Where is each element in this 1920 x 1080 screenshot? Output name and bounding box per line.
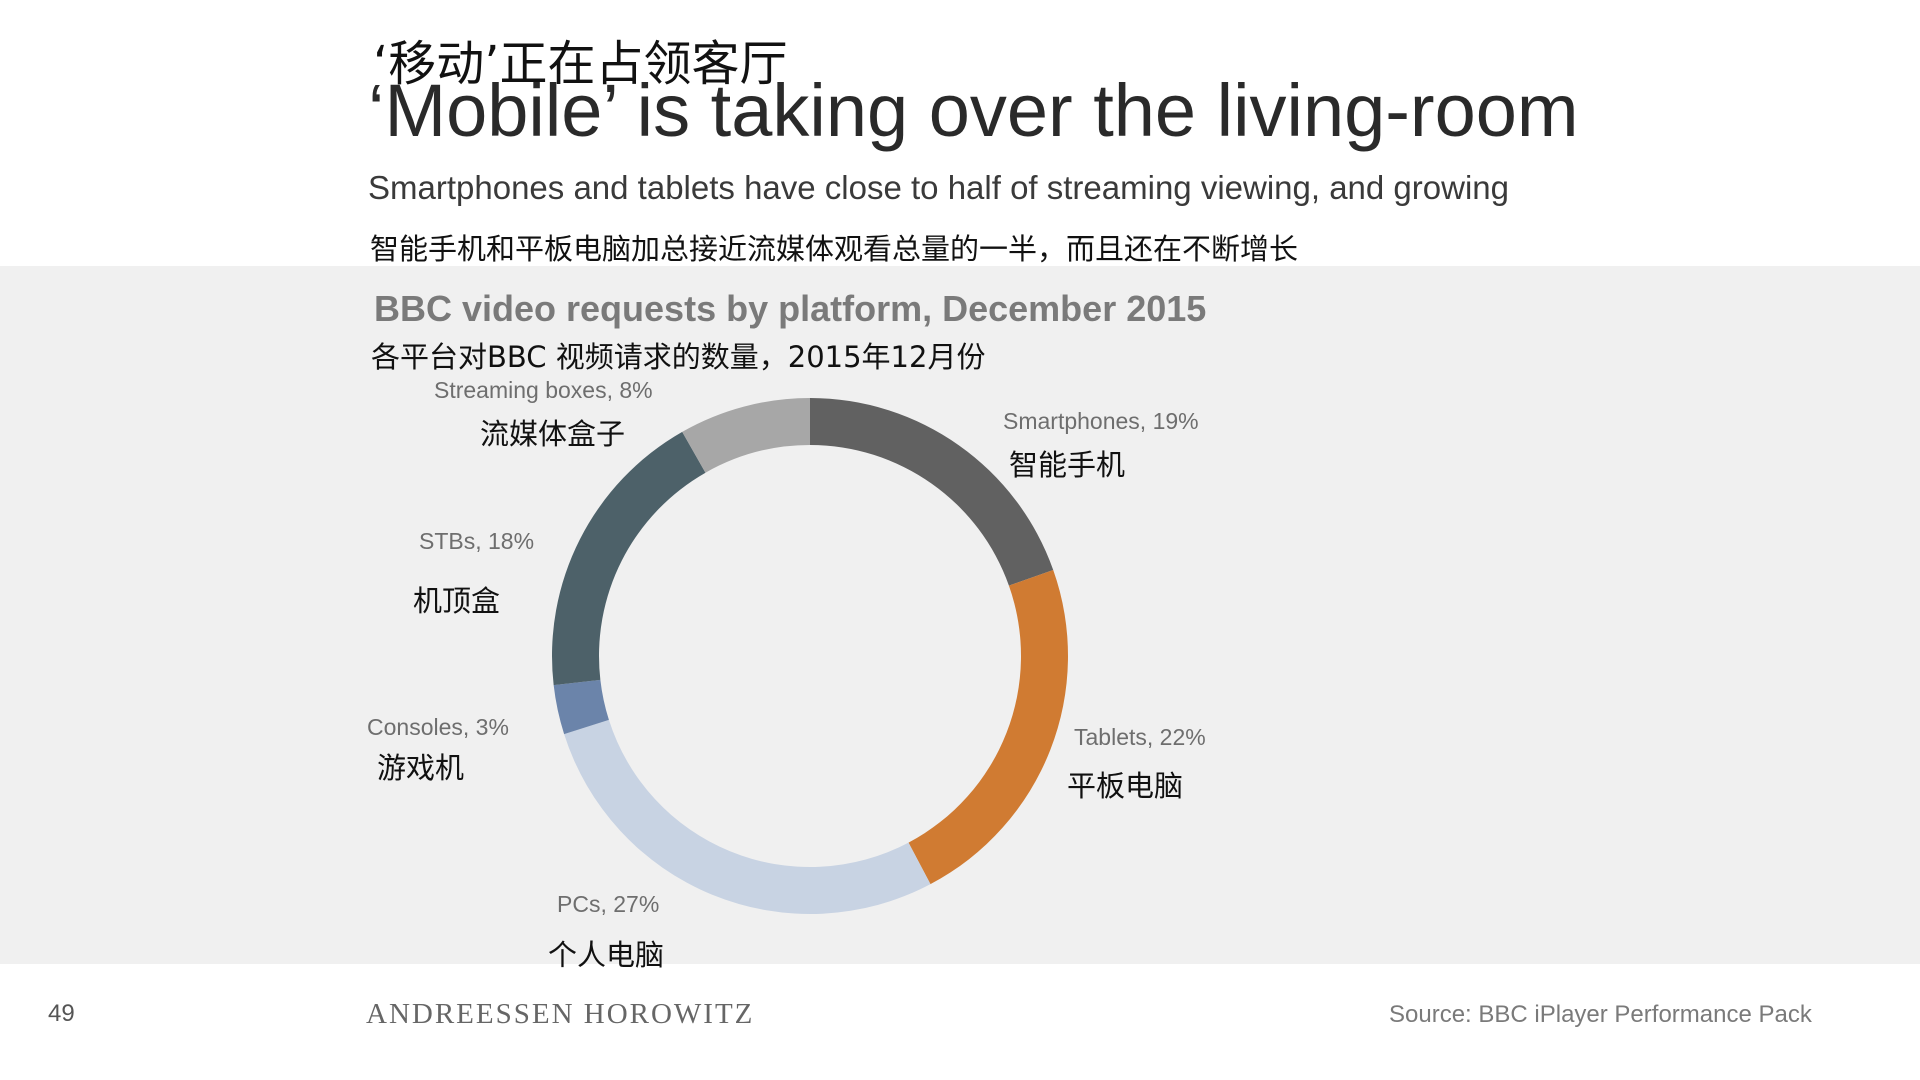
donut-slice-smartphones	[810, 398, 1054, 586]
slice-label-pcs-cn: 个人电脑	[548, 938, 665, 972]
donut-chart	[552, 398, 1068, 914]
slice-label-stbs-cn: 机顶盒	[413, 584, 501, 618]
slice-label-consoles: Consoles, 3%	[367, 714, 509, 740]
slice-label-tablets: Tablets, 22%	[1074, 724, 1206, 750]
donut-slice-tablets	[908, 569, 1068, 885]
slice-label-smartphones-cn: 智能手机	[1009, 448, 1126, 482]
donut-slice-streaming-boxes	[682, 398, 810, 473]
slice-label-streaming-boxes-cn: 流媒体盒子	[480, 417, 626, 451]
slice-label-pcs: PCs, 27%	[557, 891, 660, 917]
chart-title-chinese: 各平台对BBC 视频请求的数量，2015年12月份	[371, 340, 986, 374]
slice-label-stbs: STBs, 18%	[419, 528, 535, 554]
slice-label-consoles-cn: 游戏机	[377, 751, 465, 785]
page-title: ‘Mobile’ is taking over the living-room	[368, 69, 1579, 152]
slice-label-smartphones: Smartphones, 19%	[1003, 408, 1199, 434]
source-note: Source: BBC iPlayer Performance Pack	[1389, 1001, 1812, 1028]
donut-slice-stbs	[552, 431, 706, 686]
donut-slice-pcs	[564, 719, 931, 914]
slice-label-tablets-cn: 平板电脑	[1067, 769, 1184, 803]
page-number: 49	[48, 1000, 75, 1027]
page-subtitle: Smartphones and tablets have close to ha…	[368, 169, 1509, 206]
donut-slice-consoles	[553, 679, 609, 735]
page-subtitle-chinese: 智能手机和平板电脑加总接近流媒体观看总量的一半，而且还在不断增长	[370, 232, 1299, 266]
slice-label-streaming-boxes: Streaming boxes, 8%	[434, 377, 653, 403]
brand-logo: ANDREESSEN HOROWITZ	[366, 998, 755, 1030]
page-title-chinese: ‘移动’正在占领客厅	[373, 36, 788, 92]
chart-title: BBC video requests by platform, December…	[374, 288, 1207, 329]
